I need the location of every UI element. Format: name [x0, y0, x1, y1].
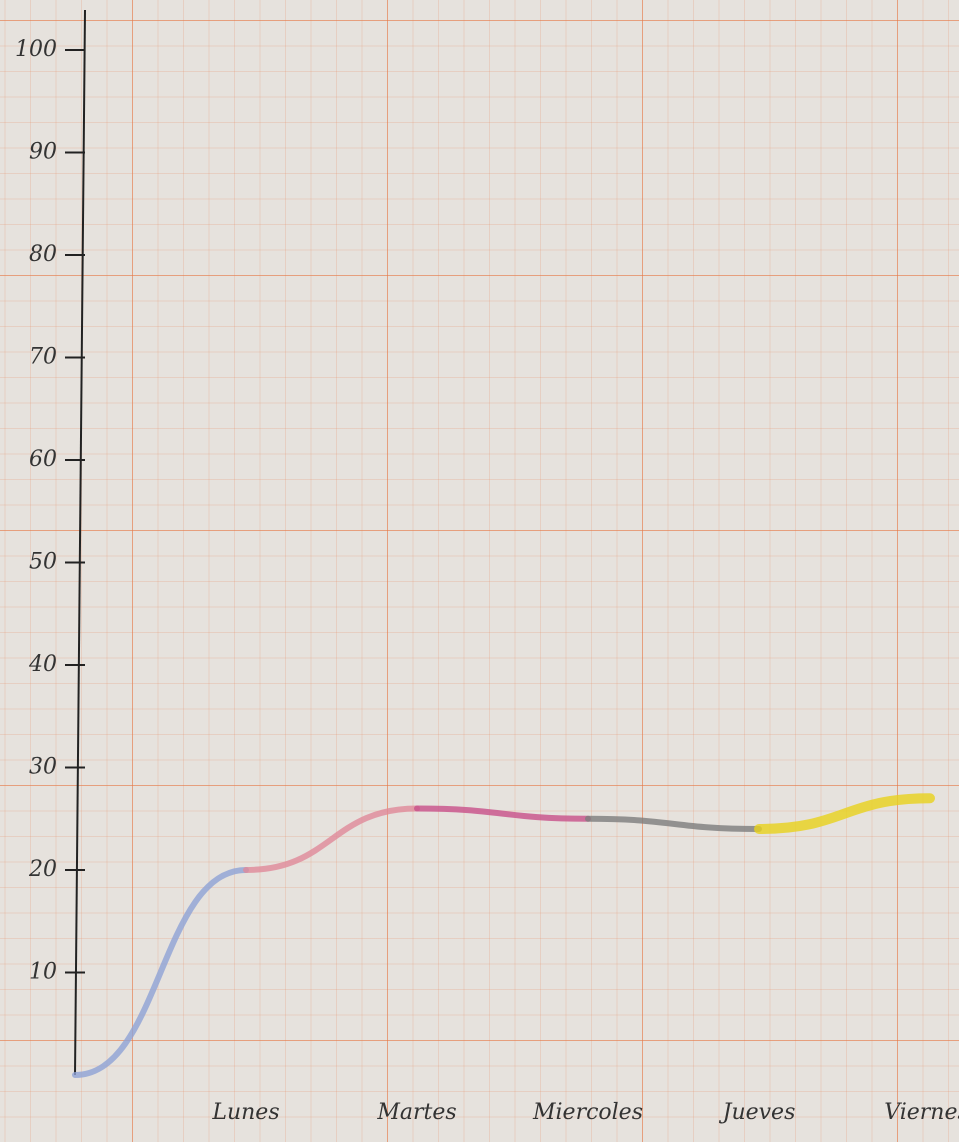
y-tick-label: 70 — [29, 345, 57, 370]
y-tick-label: 10 — [29, 960, 57, 985]
x-tick-label: Viernes. — [884, 1100, 959, 1125]
y-tick-label: 40 — [28, 652, 57, 677]
line-segment — [72, 867, 249, 1078]
y-tick-label: 30 — [29, 755, 57, 780]
line-segment — [414, 805, 591, 822]
line-segment — [585, 815, 762, 832]
y-tick-label: 90 — [29, 140, 57, 165]
y-tick-label: 20 — [28, 857, 57, 882]
y-tick-label: 100 — [15, 37, 57, 62]
x-tick-label: Jueves — [719, 1100, 796, 1125]
line-segment — [243, 805, 420, 873]
x-tick-label: Lunes — [211, 1100, 279, 1125]
y-tick-label: 80 — [29, 242, 57, 267]
y-tick-label: 50 — [29, 550, 57, 575]
x-tick-label: Martes — [376, 1100, 456, 1125]
y-tick-label: 60 — [29, 447, 57, 472]
line-segment — [754, 793, 935, 834]
y-axis — [74, 9, 86, 1076]
x-tick-label: Miercoles — [532, 1100, 643, 1125]
